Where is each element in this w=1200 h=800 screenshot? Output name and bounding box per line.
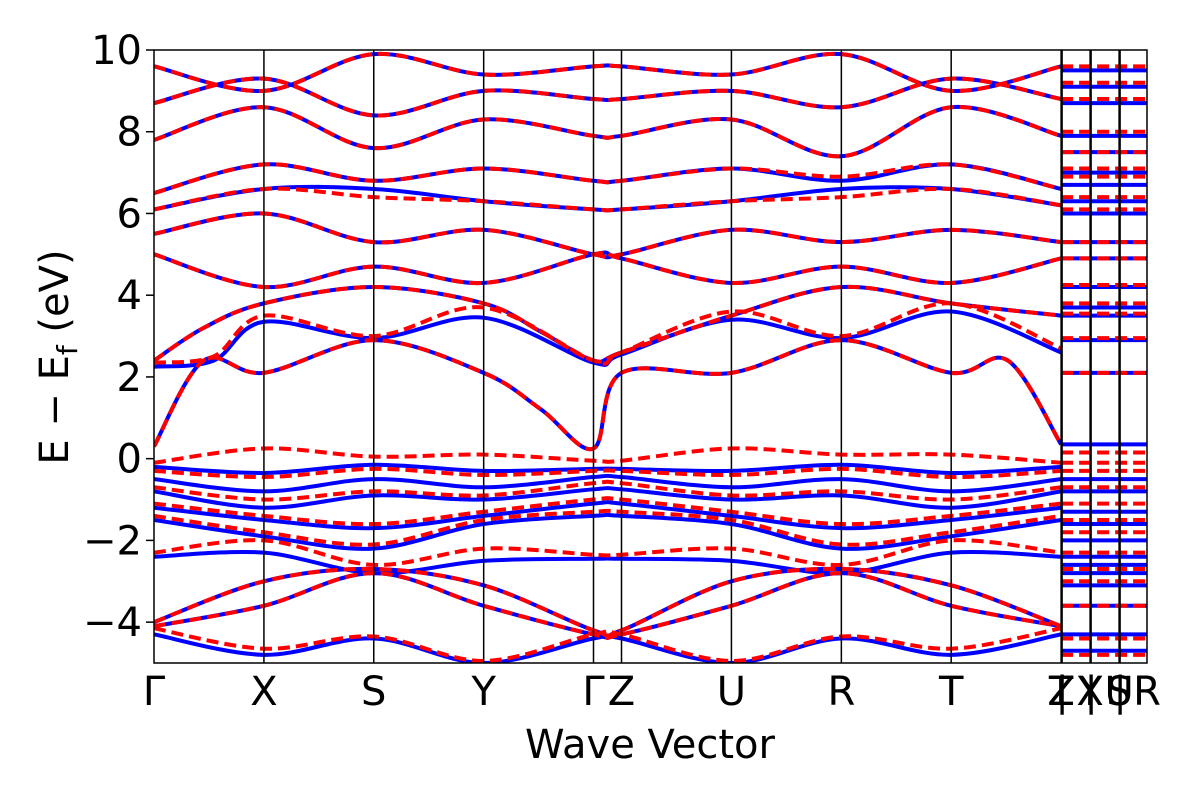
band-line [154,105,1062,159]
high-symmetry-lines [263,50,1121,663]
band-line [154,76,1062,118]
x-tick-label: Γ [582,669,605,715]
x-axis-label: Wave Vector [525,722,776,768]
x-tick-label: | [1113,669,1126,715]
band-line [154,211,1062,260]
x-tick-label: T [938,669,964,715]
band-line [154,549,1062,576]
y-tick-label: 4 [117,273,142,319]
x-tick-label: U [1104,669,1133,715]
x-tick-label: S [1106,669,1131,715]
bands-layer [154,51,1147,663]
plot-frame [153,49,1148,664]
band-line [154,508,1062,547]
y-tick-label: 6 [117,191,142,237]
y-tick-label: −4 [83,600,142,646]
y-tick-label: −2 [83,518,142,564]
x-tick-label: T [1048,669,1074,715]
y-axis-label-unit: (eV) [32,249,78,345]
band-line [154,496,1062,527]
band-line [154,626,1062,663]
band-line [154,284,1062,364]
x-tick-label: Y [470,669,496,715]
band-line [154,571,1062,640]
x-tick-label: Z [608,669,635,715]
y-axis-label: E − Ef (eV) [32,249,84,464]
band-line [154,512,1062,551]
y-tick-label: 0 [117,437,142,483]
band-line [154,466,1062,480]
x-tick-label: | [1084,669,1097,715]
x-tick-label: R [827,669,855,715]
y-tick-label: 8 [117,110,142,156]
band-line [154,473,1062,494]
x-tick-label: X [1076,669,1103,715]
x-tick-label: | [1055,669,1068,715]
x-tick-label: X [250,669,277,715]
x-axis-ticks: Γ X S Y Γ Z U R T ZT| YX| US| R [143,669,1161,715]
x-tick-label: Γ [143,669,166,715]
y-axis-ticks: −4 −2 0 2 4 6 8 10 [83,28,154,646]
x-tick-label: U [717,669,746,715]
band-line [154,500,1062,531]
band-line [154,571,1062,640]
x-tick-label: R [1133,669,1161,715]
band-line [154,566,1062,639]
x-tick-label: S [361,669,386,715]
x-tick-label: Z [1047,669,1074,715]
band-line [154,162,1062,195]
band-line [154,479,1062,502]
band-line [154,186,1062,213]
band-line [154,211,1062,260]
dashed-bands [154,51,1147,663]
y-axis-label-main: E − E [32,355,78,465]
band-line [154,51,1062,93]
y-tick-label: 10 [91,28,142,74]
band-line [154,486,1062,510]
x-tick-label: Y [1077,669,1103,715]
y-axis-label-subscript: f [51,344,84,355]
y-tick-label: 2 [117,355,142,401]
band-line [154,446,1062,465]
band-line [154,538,1062,567]
band-line [154,250,1062,290]
